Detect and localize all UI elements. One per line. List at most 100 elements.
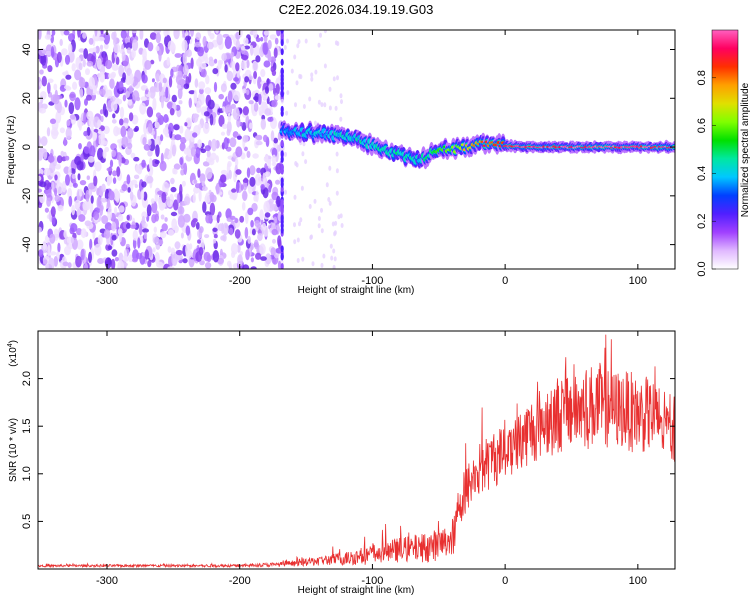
spectrogram-noise-blob: [74, 156, 82, 166]
spectrogram-noise-blob: [192, 192, 196, 204]
spectrogram-noise-blob: [202, 122, 210, 134]
spectrogram-noise-blob: [154, 213, 159, 222]
spectrogram-noise-blob: [129, 73, 134, 85]
spectrogram-noise-blob: [118, 252, 124, 263]
spectrogram-noise-blob: [184, 122, 188, 127]
spectrogram-noise-blob: [46, 197, 51, 207]
spectrogram-noise-blob: [194, 41, 202, 48]
spectrogram-noise-blob: [77, 173, 81, 181]
spectrogram-noise-blob: [170, 247, 175, 255]
snr-y-tick-label: 2.0: [21, 371, 33, 386]
spectrogram-noise-blob: [107, 207, 112, 221]
spectrogram-noise-blob: [184, 128, 191, 141]
spectrogram-y-tick-label: -40: [21, 237, 33, 253]
spectrogram-noise-blob: [174, 134, 182, 141]
spectrogram-noise-blob: [74, 199, 81, 209]
spectrogram-noise-blob: [47, 78, 54, 84]
spectrogram-noise-blob: [215, 30, 219, 34]
spectrogram-noise-blob: [176, 84, 182, 90]
spectrogram-noise-blob: [132, 258, 138, 263]
spectrogram-noise-blob: [253, 195, 258, 202]
spectrogram-noise-blob: [106, 198, 111, 209]
spectrogram-noise-blob: [38, 168, 44, 176]
spectrogram-noise-blob: [201, 180, 205, 187]
spectrogram-noise-blob: [154, 252, 160, 265]
spectrogram-faint-blob: [335, 168, 339, 174]
spectrogram-noise-blob: [255, 140, 263, 146]
spectrogram-y-tick-label: -20: [21, 188, 33, 204]
spectrogram-noise-blob: [78, 48, 85, 53]
spectrogram-noise-blob: [267, 116, 274, 122]
spectrogram-noise-blob: [250, 220, 254, 228]
spectrogram-noise-blob: [270, 130, 275, 142]
spectrogram-noise-blob: [120, 125, 127, 138]
spectrogram-x-tick-label: 100: [629, 275, 647, 287]
spectrogram-noise-blob: [242, 178, 249, 183]
spectrogram-noise-blob: [100, 30, 104, 34]
spectrogram-noise-blob: [176, 254, 183, 261]
spectrogram-noise-blob: [99, 71, 105, 83]
spectrogram-noise-blob: [79, 188, 83, 197]
spectrogram-noise-blob: [83, 263, 89, 269]
spectrogram-noise-blob: [173, 30, 180, 40]
spectrogram-noise-blob: [96, 57, 102, 70]
spectrogram-noise-blob: [180, 137, 187, 144]
spectrogram-noise-blob: [128, 112, 134, 122]
spectrogram-noise-blob: [245, 211, 249, 224]
spectrogram-noise-blob: [146, 204, 152, 217]
spectrogram-noise-blob: [163, 114, 169, 123]
spectrogram-noise-blob: [164, 183, 171, 188]
colorbar-gradient: [712, 30, 738, 269]
spectrogram-faint-blob: [294, 102, 297, 108]
spectrogram-edge-blob: [280, 109, 284, 117]
spectrogram-noise-blob: [242, 264, 250, 269]
spectrogram-noise-blob: [147, 260, 152, 268]
spectrogram-noise-blob: [185, 35, 192, 41]
spectrogram-noise-blob: [224, 64, 228, 73]
spectrogram-noise-blob: [108, 190, 115, 201]
spectrogram-noise-blob: [57, 205, 64, 212]
spectrogram-noise-blob: [129, 191, 134, 201]
spectrogram-noise-blob: [204, 262, 212, 269]
spectrogram-noise-blob: [131, 179, 138, 186]
spectrogram-noise-blob: [160, 134, 164, 142]
spectrogram-noise-blob: [88, 37, 94, 45]
spectrogram-noise-blob: [231, 60, 236, 71]
spectrogram-noise-blob: [93, 175, 98, 187]
spectrogram-faint-blob: [317, 99, 321, 105]
spectrogram-noise-blob: [198, 189, 202, 202]
spectrogram-noise-blob: [241, 54, 249, 61]
spectrogram-noise-blob: [275, 179, 281, 185]
spectrogram-noise-blob: [197, 239, 201, 244]
spectrogram-noise-blob: [220, 169, 228, 175]
spectrogram-faint-blob: [290, 68, 294, 74]
spectrogram-noise-blob: [207, 41, 214, 50]
spectrogram-edge-blob: [280, 30, 284, 35]
spectrogram-noise-blob: [65, 74, 72, 80]
spectrogram-noise-blob: [176, 193, 181, 204]
spectrogram-noise-blob: [212, 238, 217, 244]
spectrogram-faint-blob: [296, 258, 300, 263]
spectrogram-noise-blob: [86, 94, 92, 101]
spectrogram-noise-blob: [171, 94, 177, 103]
spectrogram-y-axis: -40 -20 0 20 40: [21, 43, 675, 253]
spectrogram-noise-blob: [183, 83, 190, 90]
spectrogram-noise-blob: [39, 192, 46, 204]
spectrogram-noise-blob: [251, 202, 258, 212]
spectrogram-noise-blob: [239, 215, 245, 223]
spectrogram-noise-blob: [110, 258, 116, 269]
spectrogram-faint-blob: [328, 105, 332, 111]
spectrogram-noise-blob: [235, 39, 240, 51]
spectrogram-noise-blob: [225, 104, 233, 116]
spectrogram-noise-blob: [199, 88, 204, 95]
spectrogram-noise-blob: [118, 205, 125, 213]
spectrogram-noise-blob: [117, 260, 125, 269]
spectrogram-noise-blob: [65, 127, 72, 140]
spectrogram-noise-blob: [160, 214, 165, 220]
spectrogram-noise-blob: [199, 173, 206, 184]
spectrogram-noise-blob: [134, 125, 139, 132]
spectrogram-noise-blob: [203, 251, 211, 262]
spectrogram-noise-blob: [225, 208, 232, 220]
spectrogram-noise-blob: [67, 262, 72, 269]
